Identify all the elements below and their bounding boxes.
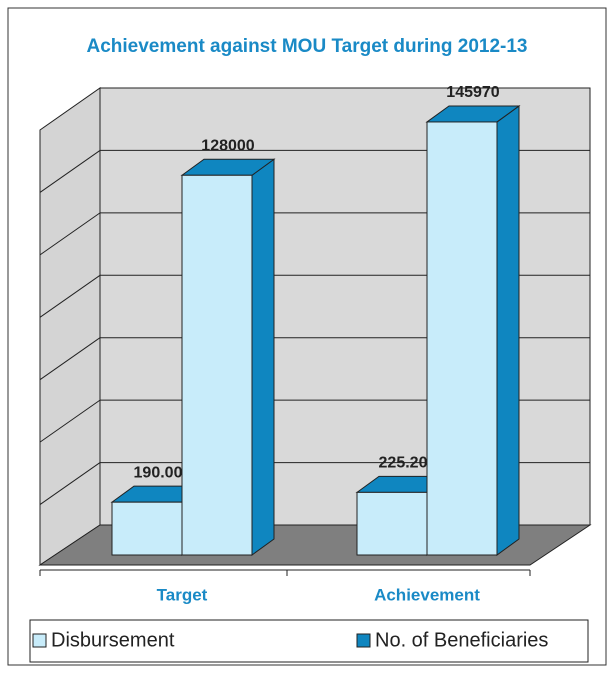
bar-front [426, 121, 498, 556]
legend [29, 619, 589, 663]
grid-line [39, 337, 101, 381]
bar [355, 475, 451, 556]
bar-front [356, 491, 428, 556]
bar-front [111, 501, 183, 556]
x-tick-label: Achievement [374, 585, 480, 604]
chart-title: Achievement against MOU Target during 20… [87, 36, 528, 57]
bar [180, 158, 276, 556]
grid-line [39, 399, 101, 443]
bar-side [496, 104, 520, 556]
data-label: 128000 [201, 137, 254, 154]
x-tick-label: Target [157, 585, 208, 604]
legend-label: Disbursement [51, 629, 175, 651]
legend-label: No. of Beneficiaries [375, 629, 548, 651]
data-label: 190.00 [134, 464, 183, 481]
grid-line [39, 274, 101, 318]
grid-line [39, 150, 101, 193]
legend-swatch [32, 633, 47, 648]
grid-line [39, 462, 101, 505]
grid-line [39, 212, 101, 256]
bar-side [251, 158, 275, 556]
bar-front [181, 174, 253, 556]
side-wall [39, 87, 101, 566]
data-label: 145970 [446, 84, 499, 101]
legend-swatch [356, 633, 371, 648]
data-label: 225.20 [379, 455, 428, 472]
bar [425, 104, 521, 556]
